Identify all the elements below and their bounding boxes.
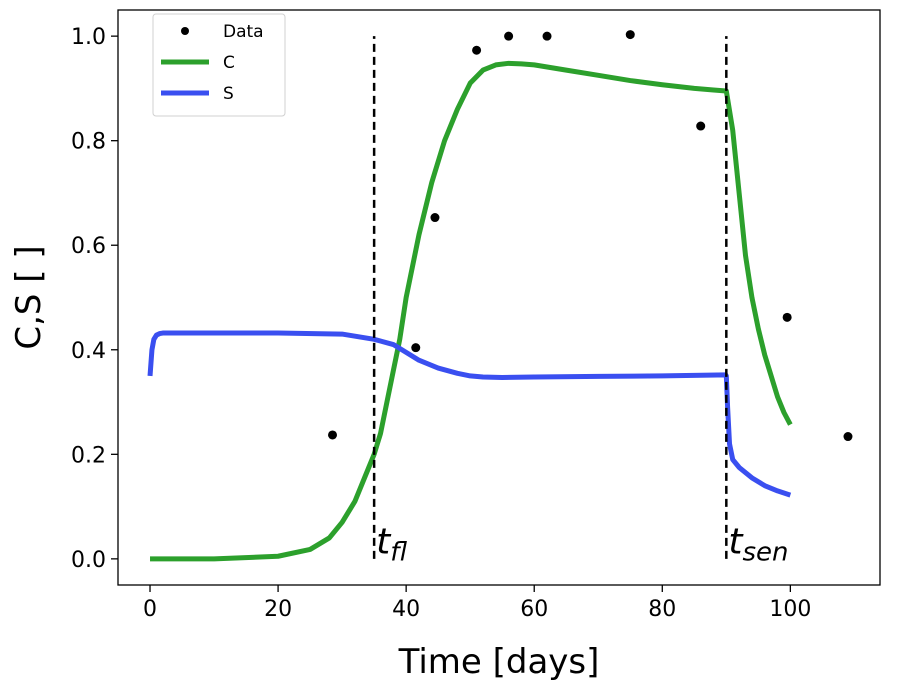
x-tick-label: 40 — [392, 597, 420, 622]
y-tick-label: 0.8 — [71, 130, 106, 155]
legend-box — [152, 13, 286, 117]
data-point — [625, 30, 635, 40]
data-point — [504, 31, 514, 41]
y-tick-label: 0.0 — [71, 548, 106, 573]
x-tick-label: 100 — [769, 597, 811, 622]
x-tick-label: 20 — [264, 597, 292, 622]
legend-label-data: Data — [223, 22, 264, 42]
annotation-fl: tfl — [376, 522, 407, 568]
annotation-sub-sen: sen — [742, 538, 788, 568]
x-tick-label: 0 — [143, 597, 157, 622]
annotation-main-fl: t — [376, 522, 392, 563]
ticks-layer: 0 20 40 60 80 100 0.0 0.2 0.4 0.6 0.8 1.0 — [71, 25, 811, 622]
legend-label-c: C — [223, 53, 235, 73]
y-tick-label: 1.0 — [71, 25, 106, 50]
legend-label-s: S — [223, 84, 234, 104]
data-point — [430, 213, 440, 223]
annotation-main-sen: t — [728, 522, 744, 563]
annotation-sub-fl: fl — [390, 538, 407, 568]
plot-data-layer — [147, 30, 853, 562]
data-point — [328, 430, 338, 440]
data-point — [542, 31, 552, 41]
y-tick-label: 0.4 — [71, 339, 106, 364]
x-tick-label: 60 — [520, 597, 548, 622]
legend: Data C S — [152, 13, 286, 117]
data-point — [696, 121, 706, 131]
plot-frame — [117, 9, 881, 586]
vertical-lines-layer — [372, 36, 728, 559]
legend-marker-data — [181, 27, 189, 35]
annotation-sen: tsen — [728, 522, 788, 568]
y-axis-label: C,S [ ] — [9, 245, 49, 349]
x-axis-label: Time [days] — [398, 642, 600, 682]
data-point — [843, 432, 853, 442]
y-tick-label: 0.6 — [71, 234, 106, 259]
data-point — [782, 312, 792, 322]
series-line-s — [147, 330, 792, 498]
series-line-c — [150, 60, 793, 562]
data-point — [411, 343, 421, 353]
y-tick-label: 0.2 — [71, 443, 106, 468]
x-tick-label: 80 — [648, 597, 676, 622]
annotations-layer: tfl tsen — [376, 522, 788, 568]
data-point — [472, 45, 482, 55]
